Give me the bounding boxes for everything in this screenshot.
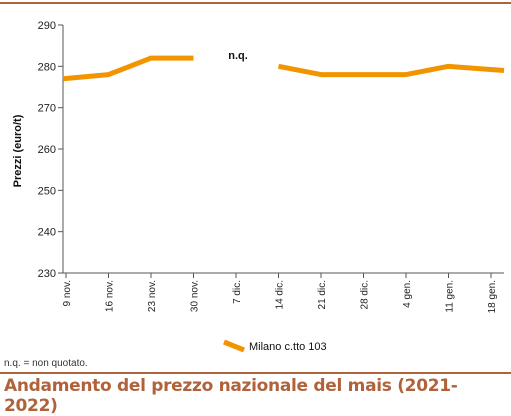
y-tick-label: 290 <box>38 20 56 32</box>
x-tick-label: 30 nov. <box>190 280 201 312</box>
line-chart: 230 240 250 260 270 280 290 9 nov. 16 nov. 23 no… <box>0 0 511 356</box>
legend-label-milano: Milano c.tto 103 <box>249 341 327 353</box>
y-tick-label: 250 <box>38 185 56 197</box>
y-tick-label: 270 <box>38 103 56 115</box>
footnote: n.q. = non quotato. <box>4 358 88 369</box>
y-tick-label: 280 <box>38 61 56 73</box>
x-tick-label: 16 nov. <box>105 280 116 312</box>
series-line-segment <box>279 66 505 74</box>
x-tick-label: 21 dic. <box>317 280 328 309</box>
x-tick-label: 18 gen. <box>487 280 498 313</box>
x-tick-label: 11 gen. <box>445 280 456 313</box>
series-line-segment <box>63 58 194 79</box>
legend: Milano c.tto 103 <box>224 341 327 353</box>
y-tick-label: 260 <box>38 144 56 156</box>
x-tick-label: 7 dic. <box>232 280 243 304</box>
y-axis: 230 240 250 260 270 280 290 <box>38 20 63 280</box>
series-milano <box>63 58 504 79</box>
bottom-rule <box>0 372 511 374</box>
y-axis-label: Prezzi (euro/t) <box>12 114 24 187</box>
x-tick-label: 23 nov. <box>147 280 158 312</box>
x-tick-label: 4 gen. <box>402 280 413 308</box>
y-tick-label: 230 <box>38 268 56 280</box>
chart-caption: Andamento del prezzo nazionale del mais … <box>4 376 511 416</box>
x-tick-label: 9 nov. <box>62 280 73 307</box>
x-tick-label: 28 dic. <box>360 280 371 309</box>
x-axis: 9 nov. 16 nov. 23 nov. 30 nov. 7 dic. 14 dic.… <box>62 273 504 313</box>
legend-swatch <box>224 342 244 350</box>
annotation-nq: n.q. <box>228 50 248 62</box>
y-tick-label: 240 <box>38 227 56 239</box>
x-tick-label: 14 dic. <box>275 280 286 309</box>
